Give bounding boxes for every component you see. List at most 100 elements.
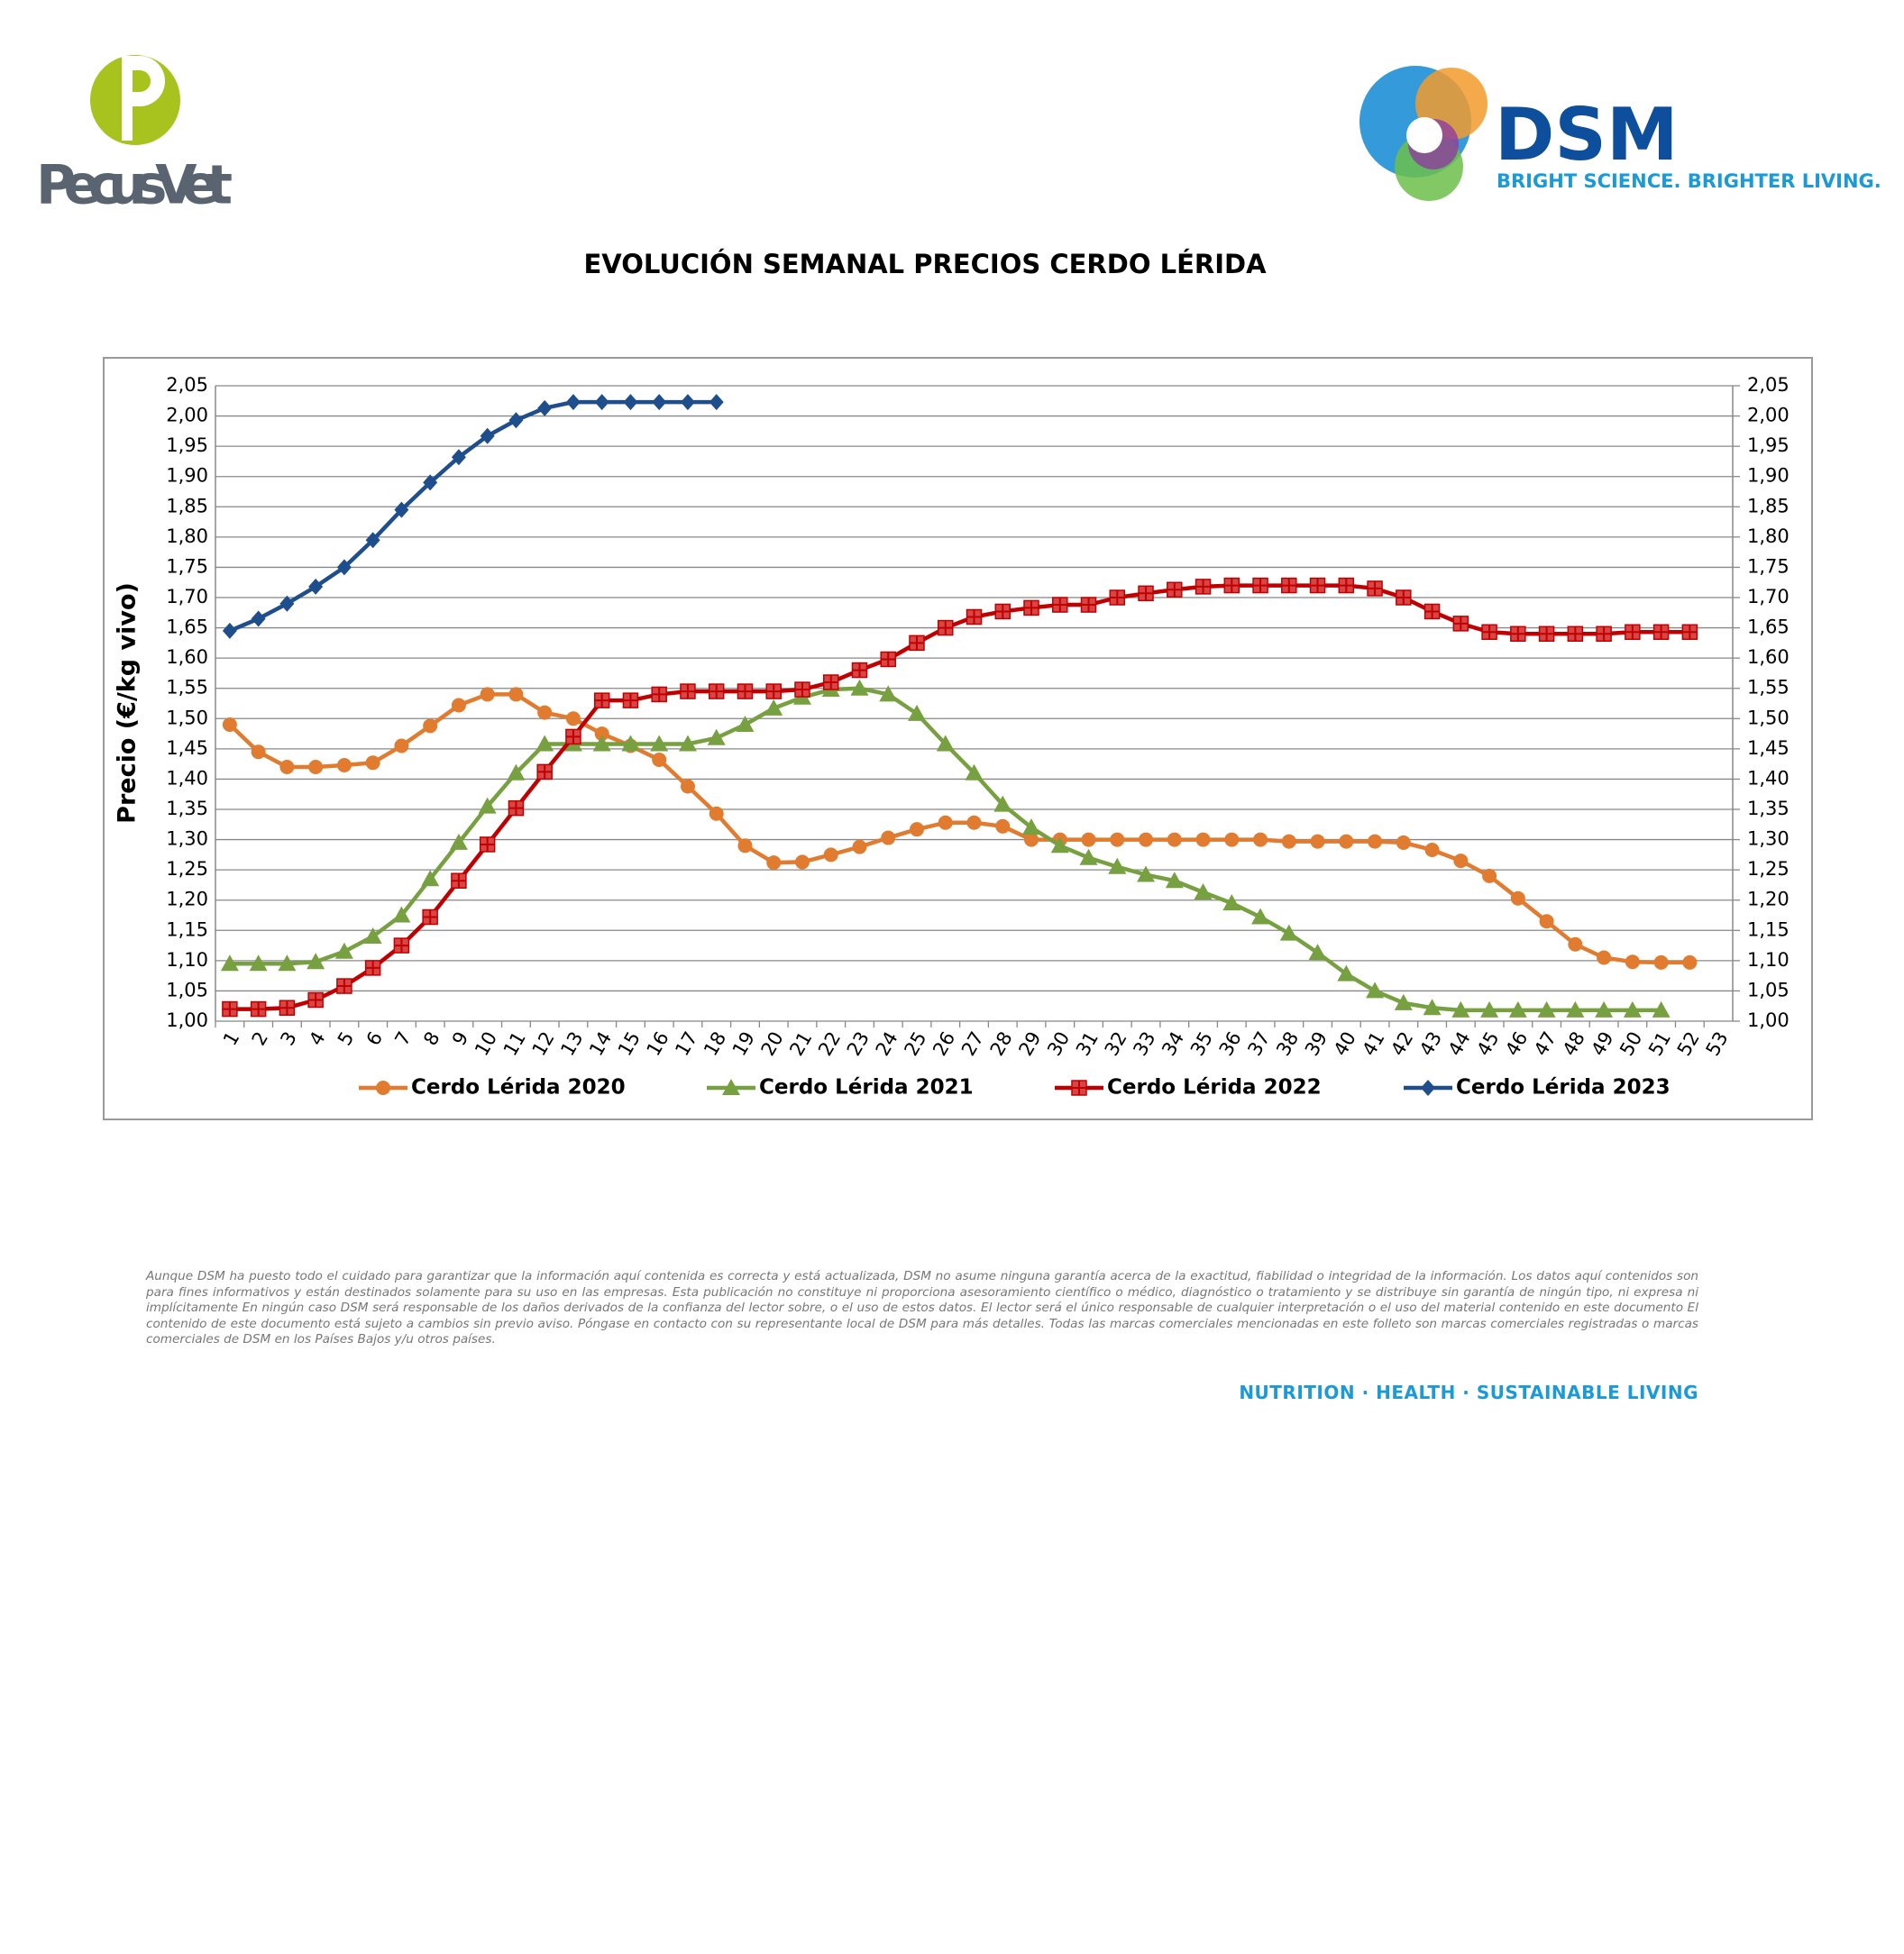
- point: [1508, 1000, 1527, 1018]
- point: [308, 578, 324, 595]
- y-tick-label: 1,80: [166, 525, 208, 547]
- point: [336, 757, 352, 772]
- point: [249, 954, 268, 972]
- point: [852, 839, 867, 854]
- point: [1396, 835, 1411, 850]
- point: [1139, 832, 1154, 847]
- logo-icon: [133, 70, 151, 92]
- point: [623, 394, 638, 411]
- point-cross: [823, 675, 838, 689]
- legend-marker: [376, 1081, 390, 1095]
- point: [1480, 1000, 1499, 1018]
- point: [737, 838, 753, 854]
- point-cross: [1510, 626, 1525, 642]
- left-logo: PecusVet: [36, 154, 233, 217]
- point: [251, 744, 266, 760]
- point-cross: [1052, 598, 1067, 613]
- point: [766, 855, 782, 871]
- point: [680, 779, 695, 794]
- point: [1537, 1000, 1556, 1018]
- point-cross: [423, 909, 438, 925]
- y-axis-label: Precio (€/kg vivo): [114, 582, 142, 824]
- point: [1194, 882, 1213, 899]
- y2-tick-label: 1,30: [1747, 828, 1790, 850]
- y2-tick-label: 1,00: [1747, 1009, 1790, 1031]
- point-cross: [966, 609, 982, 625]
- point: [1110, 832, 1125, 847]
- point: [1337, 964, 1356, 982]
- right-logo: DSM: [1495, 93, 1679, 177]
- point: [1510, 890, 1525, 906]
- point: [907, 704, 926, 721]
- point: [1281, 834, 1296, 849]
- point: [1595, 1000, 1614, 1018]
- point: [480, 687, 495, 702]
- point: [308, 760, 324, 774]
- point: [993, 795, 1012, 812]
- point: [879, 685, 898, 702]
- point-cross: [652, 687, 667, 702]
- point: [536, 735, 554, 752]
- y2-tick-label: 1,60: [1747, 646, 1790, 668]
- point: [1623, 1000, 1642, 1018]
- point: [1024, 832, 1039, 847]
- point: [251, 610, 266, 627]
- point: [1423, 999, 1442, 1016]
- series-line: [229, 583, 1690, 1011]
- point-cross: [1539, 626, 1554, 642]
- point-cross: [881, 652, 896, 667]
- point: [278, 954, 297, 972]
- point-cross: [1653, 625, 1669, 640]
- legend-label: Cerdo Lérida 2020: [411, 1076, 626, 1100]
- point: [508, 687, 524, 702]
- y-tick-label: 1,00: [166, 1009, 208, 1031]
- y2-tick-label: 1,20: [1747, 889, 1790, 910]
- point: [478, 797, 497, 814]
- point: [537, 705, 553, 720]
- point: [680, 394, 695, 411]
- point-cross: [909, 635, 924, 651]
- y2-tick-label: 1,45: [1747, 737, 1790, 759]
- point-cross: [594, 693, 609, 708]
- chart-frame: [103, 357, 1813, 1120]
- point: [1453, 854, 1469, 869]
- y2-tick-label: 1,95: [1747, 434, 1790, 456]
- point: [1079, 848, 1098, 865]
- point: [1653, 954, 1669, 970]
- point: [1539, 914, 1554, 929]
- point: [881, 830, 896, 845]
- legend-label: Cerdo Lérida 2021: [759, 1076, 974, 1100]
- point: [1224, 832, 1240, 847]
- point: [1568, 936, 1583, 952]
- y-tick-label: 1,25: [166, 858, 208, 880]
- point: [394, 738, 409, 753]
- point: [592, 735, 611, 752]
- point-cross: [1310, 578, 1325, 593]
- point-cross: [1597, 626, 1612, 642]
- point: [508, 412, 524, 429]
- point: [392, 906, 411, 923]
- point-cross: [222, 1001, 237, 1017]
- point: [707, 728, 726, 745]
- point: [1022, 818, 1041, 835]
- point: [1451, 1000, 1470, 1018]
- y2-tick-label: 1,15: [1747, 918, 1790, 940]
- point-cross: [308, 992, 324, 1008]
- point: [850, 679, 869, 696]
- point-cross: [1368, 580, 1383, 596]
- point: [363, 927, 382, 944]
- y2-tick-label: 2,00: [1747, 405, 1790, 426]
- y2-tick-label: 1,80: [1747, 525, 1790, 547]
- point: [480, 427, 495, 444]
- point-cross: [1139, 586, 1154, 601]
- point: [1625, 954, 1640, 970]
- point-cross: [1625, 625, 1640, 640]
- point-cross: [1167, 582, 1182, 598]
- point: [1424, 842, 1440, 857]
- point-cross: [336, 979, 352, 994]
- point-cross: [451, 873, 466, 889]
- point: [965, 763, 984, 781]
- right-tagline: BRIGHT SCIENCE. BRIGHTER LIVING.: [1497, 170, 1881, 192]
- y2-tick-label: 1,50: [1747, 707, 1790, 728]
